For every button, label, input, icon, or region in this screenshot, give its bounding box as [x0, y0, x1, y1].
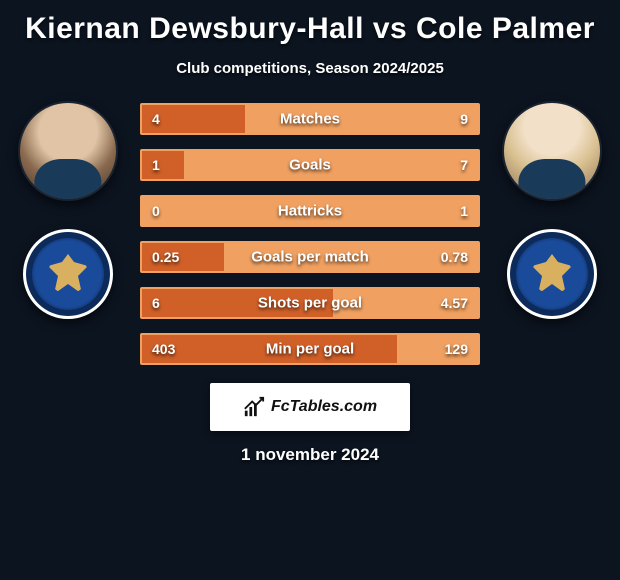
stat-left-segment — [142, 105, 245, 133]
stat-left-segment — [142, 289, 333, 317]
date-label: 1 november 2024 — [0, 445, 620, 465]
stat-row: Shots per goal64.57 — [140, 287, 480, 319]
branding-text: FcTables.com — [271, 398, 377, 416]
stat-row: Goals per match0.250.78 — [140, 241, 480, 273]
right-club-crest — [507, 229, 597, 319]
right-player-avatar — [502, 101, 602, 201]
stat-left-segment — [142, 151, 184, 179]
stat-row: Goals17 — [140, 149, 480, 181]
stat-right-segment — [184, 151, 478, 179]
comparison-container: Matches49 Goals17 Hattricks01 Goals per mat… — [0, 101, 620, 365]
stat-row: Matches49 — [140, 103, 480, 135]
stat-row: Hattricks01 — [140, 195, 480, 227]
stat-right-segment — [142, 197, 478, 225]
branding-icon — [243, 396, 265, 418]
left-player-avatar — [18, 101, 118, 201]
page-title: Kiernan Dewsbury-Hall vs Cole Palmer — [0, 0, 620, 46]
stat-left-segment — [142, 243, 224, 271]
stat-bars: Matches49 Goals17 Hattricks01 Goals per mat… — [140, 101, 480, 365]
right-column — [492, 101, 612, 319]
stat-right-segment — [245, 105, 478, 133]
left-club-crest — [23, 229, 113, 319]
stat-right-segment — [333, 289, 478, 317]
branding-badge: FcTables.com — [210, 383, 410, 431]
stat-right-segment — [224, 243, 478, 271]
subtitle: Club competitions, Season 2024/2025 — [0, 60, 620, 77]
left-column — [8, 101, 128, 319]
stat-right-segment — [397, 335, 478, 363]
stat-row: Min per goal403129 — [140, 333, 480, 365]
stat-left-segment — [142, 335, 397, 363]
